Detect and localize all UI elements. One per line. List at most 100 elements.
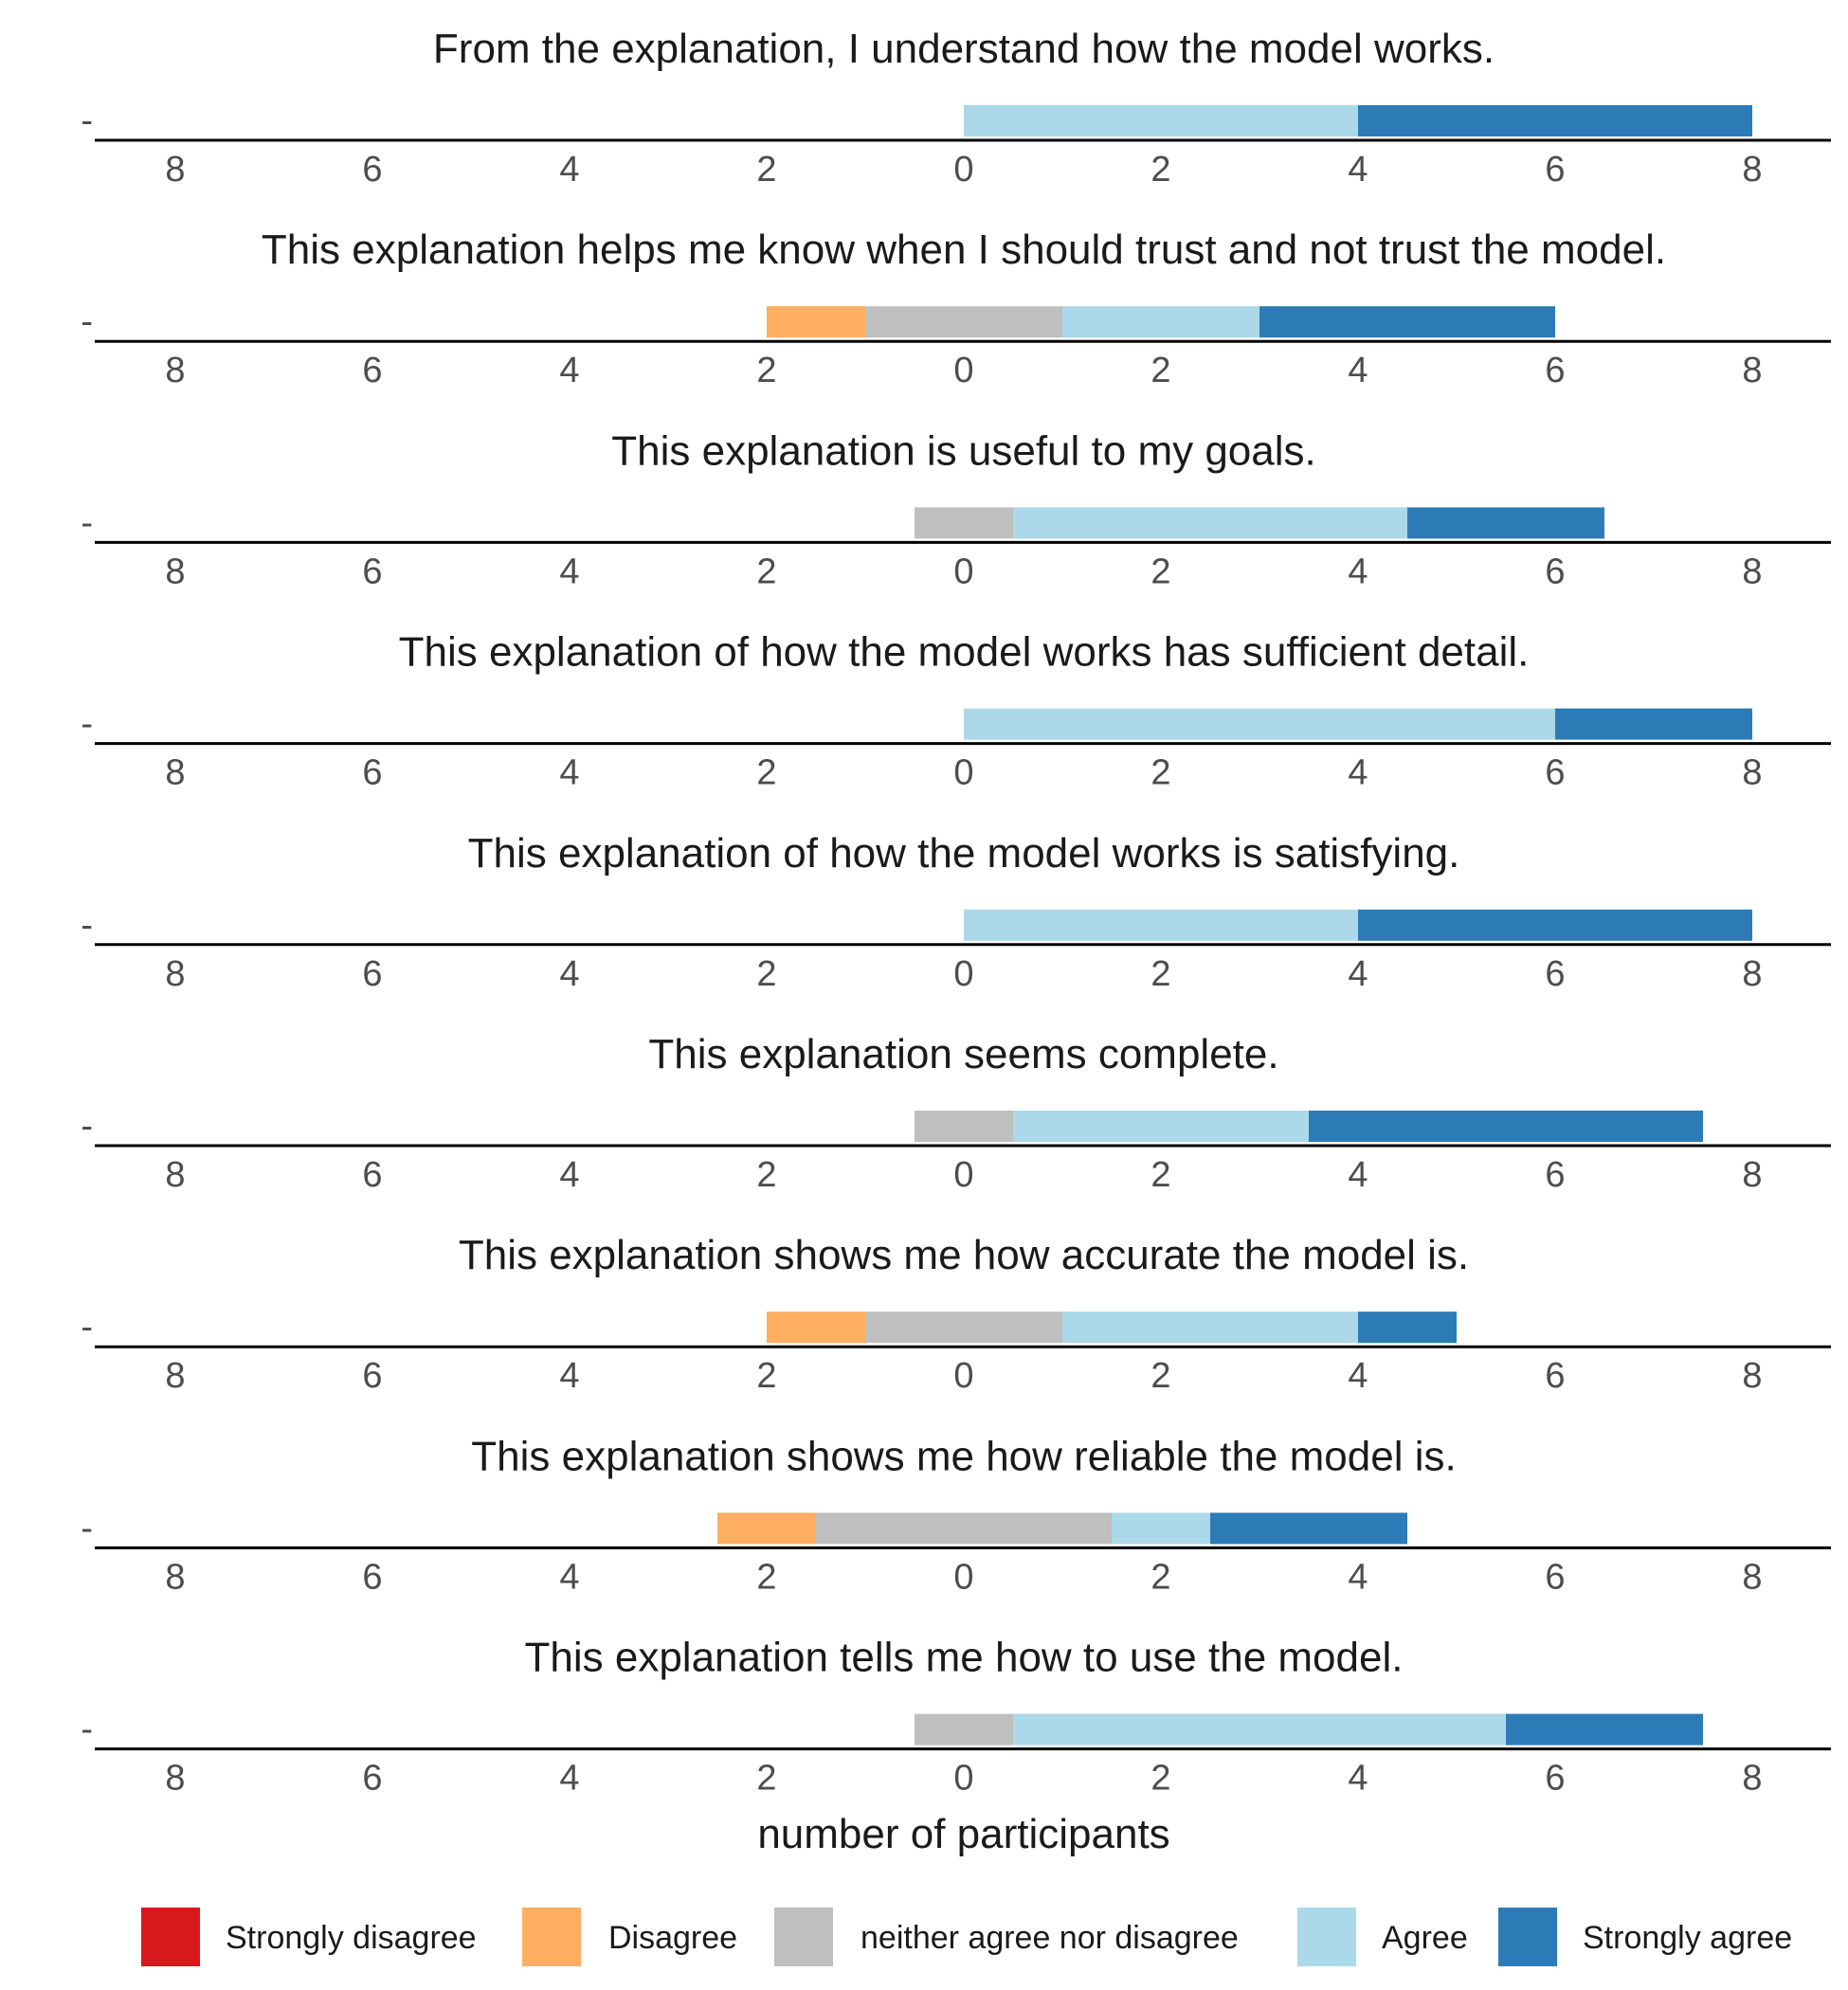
x-tick-label: 0 (953, 954, 973, 994)
bar-agree (1112, 1512, 1210, 1545)
legend-label: neither agree nor disagree (861, 1920, 1239, 1956)
bar-strongly-agree (1407, 507, 1604, 539)
panel-9: This explanation tells me how to use the… (81, 1635, 1831, 1799)
x-tick-label: 8 (165, 1155, 185, 1195)
panel-title: This explanation is useful to my goals. (611, 427, 1316, 474)
x-tick-label: 2 (756, 1155, 776, 1195)
y-tick-label: - (81, 905, 93, 945)
x-tick-label: 8 (1742, 753, 1762, 793)
y-tick-label: - (81, 1710, 93, 1749)
bar-agree (964, 105, 1358, 136)
bar-strongly-agree (1358, 105, 1752, 136)
x-tick-label: 6 (1545, 954, 1565, 994)
x-tick-label: 6 (1545, 1155, 1565, 1195)
panel-title: This explanation helps me know when I sh… (262, 226, 1666, 273)
x-tick-label: 8 (165, 753, 185, 793)
x-tick-label: 6 (1545, 351, 1565, 390)
bar-agree (1013, 1713, 1506, 1746)
x-tick-label: 2 (1150, 1557, 1170, 1597)
bar-disagree (717, 1512, 816, 1545)
x-tick-label: 4 (559, 954, 579, 994)
bar-strongly-agree (1358, 1312, 1457, 1344)
x-tick-label: 6 (1545, 552, 1565, 591)
x-tick-label: 2 (756, 351, 776, 390)
x-tick-label: 0 (953, 1356, 973, 1396)
x-tick-label: 8 (1742, 954, 1762, 994)
bar-neither-agree-nor-disagree (915, 1713, 1013, 1746)
bar-disagree (767, 306, 865, 338)
x-tick-label: 8 (1742, 1356, 1762, 1396)
x-tick-label: 4 (1348, 552, 1368, 591)
panel-1: From the explanation, I understand how t… (81, 26, 1831, 190)
bar-agree (1013, 507, 1407, 539)
bar-agree (1013, 1111, 1309, 1142)
x-tick-label: 8 (165, 1557, 185, 1597)
x-axis-label: number of participants (757, 1811, 1169, 1857)
x-tick-label: 0 (953, 351, 973, 390)
bar-strongly-agree (1506, 1713, 1703, 1746)
bar-neither-agree-nor-disagree (915, 1111, 1013, 1142)
x-tick-label: 8 (1742, 351, 1762, 390)
panel-title: This explanation shows me how accurate t… (459, 1232, 1469, 1278)
x-tick-label: 4 (559, 1356, 579, 1396)
x-tick-label: 0 (953, 1557, 973, 1597)
legend-swatch (1295, 1906, 1358, 1968)
x-tick-label: 4 (1348, 351, 1368, 390)
x-tick-label: 6 (362, 1759, 382, 1799)
bar-strongly-agree (1210, 1512, 1407, 1545)
legend: Strongly disagree Disagree neither agree n… (139, 1906, 1792, 1968)
x-tick-label: 2 (1150, 753, 1170, 793)
panel-3: This explanation is useful to my goals. -… (81, 427, 1831, 591)
panel-7: This explanation shows me how accurate t… (81, 1232, 1831, 1396)
legend-item-neither-agree-nor-disagree: neither agree nor disagree (772, 1906, 1239, 1968)
x-tick-label: 6 (1545, 753, 1565, 793)
panel-4: This explanation of how the model works … (81, 629, 1831, 793)
y-tick-label: - (81, 1509, 93, 1548)
panel-title: From the explanation, I understand how t… (433, 26, 1495, 72)
panel-5: This explanation of how the model works … (81, 830, 1831, 994)
panel-title: This explanation seems complete. (648, 1031, 1278, 1077)
bar-neither-agree-nor-disagree (915, 507, 1013, 539)
bar-strongly-agree (1259, 306, 1555, 338)
legend-label: Strongly agree (1583, 1920, 1792, 1956)
legend-label: Agree (1382, 1920, 1468, 1956)
legend-item-agree: Agree (1295, 1906, 1468, 1968)
x-tick-label: 4 (559, 552, 579, 591)
bar-agree (964, 909, 1358, 941)
legend-label: Strongly disagree (226, 1920, 477, 1956)
x-tick-label: 8 (165, 150, 185, 190)
x-tick-label: 8 (165, 552, 185, 591)
bar-neither-agree-nor-disagree (865, 306, 1062, 338)
x-tick-label: 4 (1348, 1356, 1368, 1396)
y-tick-label: - (81, 704, 93, 744)
legend-item-strongly-disagree: Strongly disagree (139, 1906, 477, 1968)
x-tick-label: 0 (953, 552, 973, 591)
legend-swatch (772, 1906, 835, 1968)
bar-agree (1062, 306, 1259, 338)
bar-strongly-agree (1309, 1111, 1703, 1142)
x-tick-label: 2 (756, 753, 776, 793)
x-tick-label: 2 (756, 1356, 776, 1396)
x-tick-label: 2 (1150, 1356, 1170, 1396)
x-tick-label: 6 (362, 954, 382, 994)
x-tick-label: 2 (756, 1759, 776, 1799)
y-tick-label: - (81, 1107, 93, 1147)
x-tick-label: 4 (559, 753, 579, 793)
bar-strongly-agree (1555, 708, 1752, 740)
x-tick-label: 8 (165, 1356, 185, 1396)
x-tick-label: 2 (1150, 1759, 1170, 1799)
bar-agree (1062, 1312, 1358, 1344)
x-tick-label: 8 (165, 1759, 185, 1799)
x-tick-label: 6 (362, 1557, 382, 1597)
panel-title: This explanation shows me how reliable t… (471, 1433, 1456, 1479)
legend-item-disagree: Disagree (520, 1906, 737, 1968)
x-tick-label: 2 (1150, 351, 1170, 390)
x-tick-label: 4 (1348, 1759, 1368, 1799)
panel-2: This explanation helps me know when I sh… (81, 226, 1831, 390)
x-tick-label: 2 (756, 954, 776, 994)
x-tick-label: 2 (756, 150, 776, 190)
x-tick-label: 6 (362, 552, 382, 591)
x-tick-label: 0 (953, 753, 973, 793)
bar-neither-agree-nor-disagree (865, 1312, 1062, 1344)
